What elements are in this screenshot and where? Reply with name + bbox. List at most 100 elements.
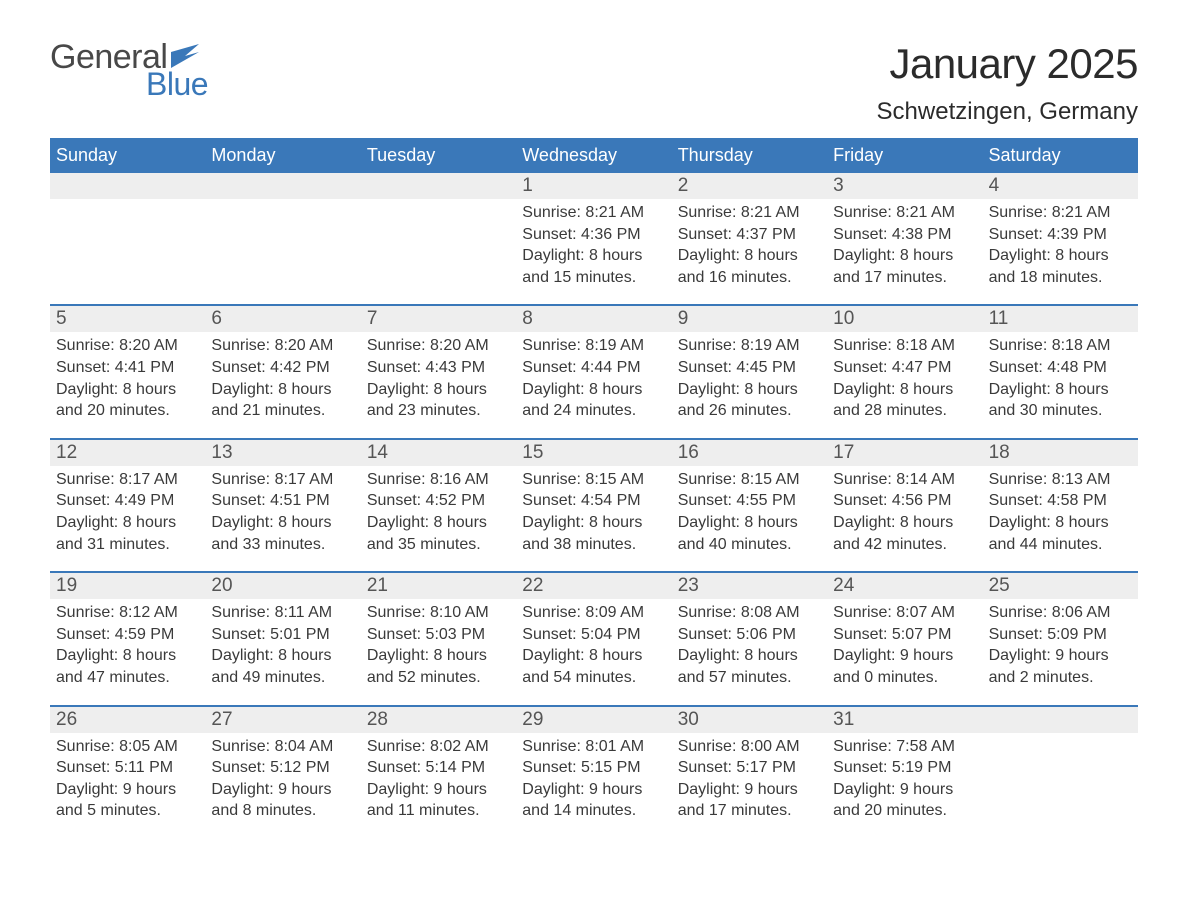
weekday-header: Saturday	[983, 138, 1138, 173]
day-detail-line: Daylight: 8 hours	[678, 245, 823, 267]
day-number: 22	[516, 573, 671, 599]
day-details: Sunrise: 8:18 AMSunset: 4:48 PMDaylight:…	[983, 332, 1138, 421]
day-detail-line: Sunrise: 8:17 AM	[56, 469, 201, 491]
day-number: 24	[827, 573, 982, 599]
day-number: 30	[672, 707, 827, 733]
day-detail-line: Daylight: 8 hours	[367, 645, 512, 667]
day-detail-line: Sunset: 4:41 PM	[56, 357, 201, 379]
day-details: Sunrise: 8:19 AMSunset: 4:44 PMDaylight:…	[516, 332, 671, 421]
day-number-row: 262728293031	[50, 705, 1138, 733]
day-detail-line: and 49 minutes.	[211, 667, 356, 689]
day-number-row: 567891011	[50, 304, 1138, 332]
day-details	[361, 199, 516, 288]
day-detail-line: and 8 minutes.	[211, 800, 356, 822]
day-detail-line: Sunrise: 8:19 AM	[522, 335, 667, 357]
day-detail-line: and 23 minutes.	[367, 400, 512, 422]
day-detail-line: Sunset: 5:17 PM	[678, 757, 823, 779]
day-number: 27	[205, 707, 360, 733]
day-details: Sunrise: 8:10 AMSunset: 5:03 PMDaylight:…	[361, 599, 516, 688]
day-number: 25	[983, 573, 1138, 599]
day-detail-line: Daylight: 8 hours	[56, 645, 201, 667]
day-detail-line: Daylight: 9 hours	[56, 779, 201, 801]
day-detail-line: Sunset: 4:58 PM	[989, 490, 1134, 512]
day-detail-line: Sunset: 5:03 PM	[367, 624, 512, 646]
day-details	[50, 199, 205, 288]
day-detail-line: and 35 minutes.	[367, 534, 512, 556]
day-detail-line: Sunset: 5:07 PM	[833, 624, 978, 646]
day-detail-line: Daylight: 9 hours	[833, 779, 978, 801]
day-detail-line: Sunrise: 8:19 AM	[678, 335, 823, 357]
day-detail-line: Sunset: 4:56 PM	[833, 490, 978, 512]
day-details: Sunrise: 8:21 AMSunset: 4:38 PMDaylight:…	[827, 199, 982, 288]
day-detail-line: and 31 minutes.	[56, 534, 201, 556]
day-detail-line: Daylight: 8 hours	[522, 245, 667, 267]
day-detail-line: Daylight: 8 hours	[989, 379, 1134, 401]
day-detail-line: Daylight: 8 hours	[211, 379, 356, 401]
day-detail-line: and 44 minutes.	[989, 534, 1134, 556]
day-details: Sunrise: 8:20 AMSunset: 4:42 PMDaylight:…	[205, 332, 360, 421]
day-detail-line: and 20 minutes.	[833, 800, 978, 822]
weekday-header: Tuesday	[361, 138, 516, 173]
title-block: January 2025 Schwetzingen, Germany	[877, 40, 1138, 126]
day-detail-line: Sunrise: 8:04 AM	[211, 736, 356, 758]
day-detail-line: and 16 minutes.	[678, 267, 823, 289]
day-detail-line: and 5 minutes.	[56, 800, 201, 822]
day-detail-line: Sunrise: 8:11 AM	[211, 602, 356, 624]
day-number: 26	[50, 707, 205, 733]
day-details: Sunrise: 7:58 AMSunset: 5:19 PMDaylight:…	[827, 733, 982, 829]
day-details-row: Sunrise: 8:17 AMSunset: 4:49 PMDaylight:…	[50, 466, 1138, 571]
day-detail-line: and 57 minutes.	[678, 667, 823, 689]
day-detail-line: Sunrise: 8:12 AM	[56, 602, 201, 624]
day-detail-line: Daylight: 8 hours	[833, 245, 978, 267]
day-number	[50, 173, 205, 199]
day-detail-line: Sunrise: 8:16 AM	[367, 469, 512, 491]
day-number: 1	[516, 173, 671, 199]
day-detail-line: and 17 minutes.	[833, 267, 978, 289]
day-number: 16	[672, 440, 827, 466]
day-details: Sunrise: 8:17 AMSunset: 4:49 PMDaylight:…	[50, 466, 205, 555]
day-detail-line: Sunset: 5:12 PM	[211, 757, 356, 779]
day-detail-line: Daylight: 9 hours	[833, 645, 978, 667]
day-detail-line: and 33 minutes.	[211, 534, 356, 556]
day-details: Sunrise: 8:01 AMSunset: 5:15 PMDaylight:…	[516, 733, 671, 829]
day-details: Sunrise: 8:19 AMSunset: 4:45 PMDaylight:…	[672, 332, 827, 421]
day-number: 18	[983, 440, 1138, 466]
day-detail-line: Sunset: 5:19 PM	[833, 757, 978, 779]
day-detail-line: Sunset: 4:52 PM	[367, 490, 512, 512]
day-detail-line: and 26 minutes.	[678, 400, 823, 422]
day-detail-line: Daylight: 8 hours	[833, 379, 978, 401]
day-number-row: 1234	[50, 173, 1138, 199]
day-detail-line: Sunrise: 8:05 AM	[56, 736, 201, 758]
day-detail-line: and 47 minutes.	[56, 667, 201, 689]
day-detail-line: Sunset: 4:38 PM	[833, 224, 978, 246]
day-detail-line: Sunrise: 8:20 AM	[56, 335, 201, 357]
day-detail-line: and 0 minutes.	[833, 667, 978, 689]
day-detail-line: Sunset: 4:37 PM	[678, 224, 823, 246]
day-number: 29	[516, 707, 671, 733]
day-detail-line: and 15 minutes.	[522, 267, 667, 289]
weekday-header: Monday	[205, 138, 360, 173]
day-detail-line: and 40 minutes.	[678, 534, 823, 556]
day-detail-line: and 17 minutes.	[678, 800, 823, 822]
day-details: Sunrise: 8:13 AMSunset: 4:58 PMDaylight:…	[983, 466, 1138, 555]
day-detail-line: Daylight: 8 hours	[522, 645, 667, 667]
day-number	[983, 707, 1138, 733]
day-details: Sunrise: 8:07 AMSunset: 5:07 PMDaylight:…	[827, 599, 982, 688]
day-number: 8	[516, 306, 671, 332]
day-number: 31	[827, 707, 982, 733]
day-detail-line: Sunset: 4:42 PM	[211, 357, 356, 379]
weekday-header: Thursday	[672, 138, 827, 173]
day-detail-line: Sunset: 4:48 PM	[989, 357, 1134, 379]
day-detail-line: Daylight: 8 hours	[56, 379, 201, 401]
day-detail-line: Sunset: 4:55 PM	[678, 490, 823, 512]
day-number: 5	[50, 306, 205, 332]
day-number: 19	[50, 573, 205, 599]
day-detail-line: and 52 minutes.	[367, 667, 512, 689]
day-details: Sunrise: 8:20 AMSunset: 4:43 PMDaylight:…	[361, 332, 516, 421]
day-number-row: 19202122232425	[50, 571, 1138, 599]
weekday-header: Sunday	[50, 138, 205, 173]
day-detail-line: Sunrise: 8:08 AM	[678, 602, 823, 624]
day-detail-line: Sunrise: 8:18 AM	[833, 335, 978, 357]
day-detail-line: Sunrise: 8:21 AM	[678, 202, 823, 224]
day-details-row: Sunrise: 8:20 AMSunset: 4:41 PMDaylight:…	[50, 332, 1138, 437]
